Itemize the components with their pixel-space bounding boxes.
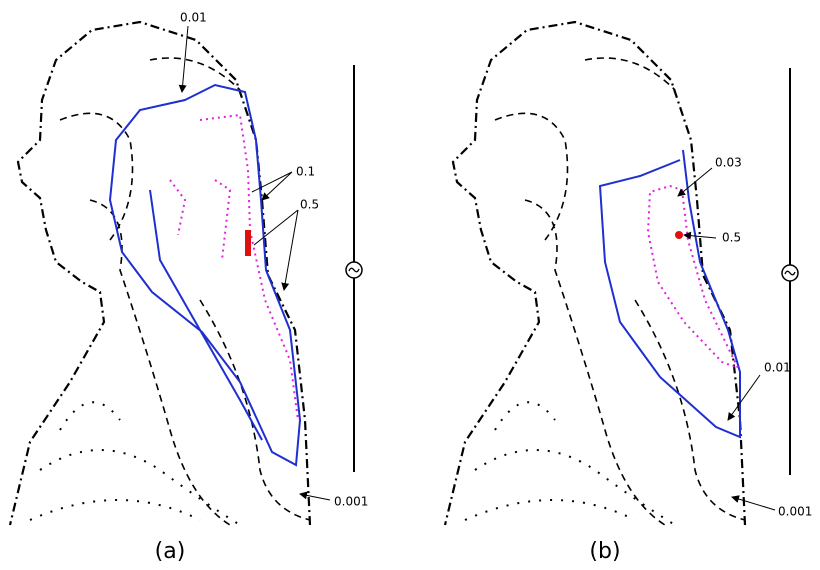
- contour-0-03: [646, 184, 740, 370]
- contour-0-5: [245, 230, 251, 256]
- head-outline: [443, 20, 747, 527]
- label: 0.01: [764, 361, 791, 375]
- contour-0-01: [598, 149, 741, 439]
- label: 0.01: [180, 11, 207, 25]
- panel-a: 0.01 0.1 0.5 0.001 (a): [8, 11, 368, 564]
- contour-0-01: [108, 83, 302, 467]
- caption: (b): [589, 539, 620, 564]
- peak-0-5: [675, 231, 683, 239]
- label: 0.5: [722, 231, 741, 245]
- label: 0.001: [778, 505, 812, 519]
- head-outline: [8, 20, 312, 527]
- label: 0.5: [300, 198, 319, 212]
- label: 0.001: [334, 495, 368, 509]
- caption: (a): [155, 539, 186, 564]
- contour-0-1: [169, 113, 299, 421]
- label: 0.03: [715, 156, 742, 170]
- panel-b: 0.03 0.5 0.01 0.001 (b): [443, 20, 812, 564]
- label: 0.1: [296, 165, 315, 179]
